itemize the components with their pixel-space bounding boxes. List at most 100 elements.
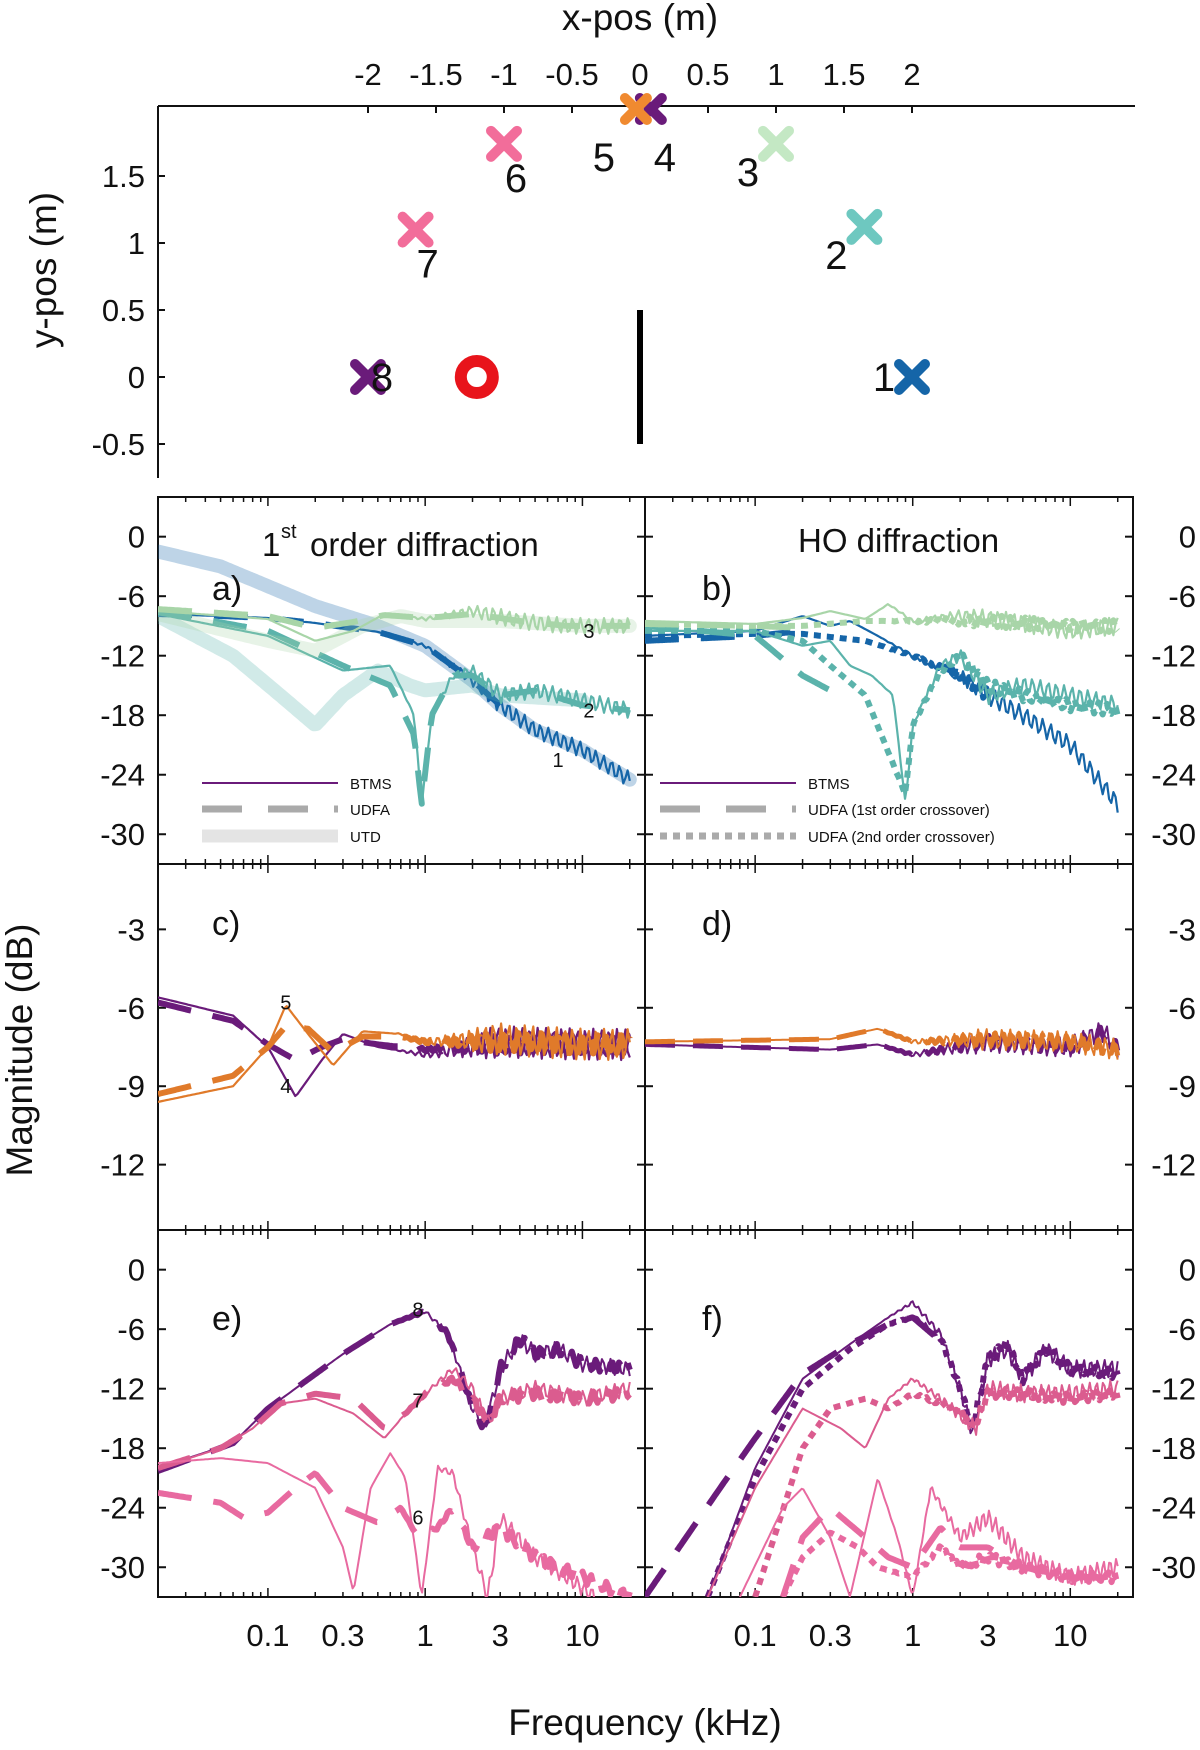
curve-udfa-2nd [704,1314,1121,1597]
x-tick-label: 1 [904,1618,921,1653]
y-tick-label-right: -6 [1168,991,1196,1026]
source-marker [454,355,499,399]
curve-btms [158,1367,631,1470]
legend-panel-b: BTMS UDFA (1st order crossover) UDFA (2n… [660,776,995,846]
x-tick-label: 10 [1053,1618,1087,1653]
y-tick-label-left: -12 [100,639,145,674]
curve-udfa [158,1023,633,1097]
receiver-markers: 1 2 3 45 6 7 8 [350,93,930,400]
y-tick-label-left: -24 [100,758,145,793]
y-tick-label-left: 0 [128,1253,145,1288]
y-tick-label-left: -18 [100,698,145,733]
curve-label-4: 4 [280,1076,291,1098]
panel-a-title-prefix: 1 [262,526,280,563]
y-tick-label-left: -24 [100,1491,145,1526]
receiver-2-marker [846,208,883,245]
panel-b-title: HO diffraction [798,522,999,559]
panel-ticks: 0 0 -6 -6 -12 -12 -18 -18 -24 -24 -30 -30 -3 -3 -6 -6 -9… [100,497,1196,1653]
y-tick-label-right: -12 [1151,1148,1196,1183]
curve-btms [645,629,1119,800]
receiver-6-label: 6 [505,157,527,201]
y-tick-label-right: -12 [1151,639,1196,674]
geometry-y-tick-label: 0.5 [102,293,145,328]
geometry-x-tick-label: 1 [767,57,784,92]
y-tick-label-right: -6 [1168,579,1196,614]
y-tick-label-right: 0 [1179,520,1196,555]
curve-number-labels: 3 2 1 5 4 8 7 6 [280,621,594,1530]
curve-btms [706,1300,1119,1597]
curve-btms-ho [645,1027,1119,1060]
curve-udfa-2nd [752,1385,1121,1597]
x-tick-label: 0.1 [246,1618,289,1653]
curve-udfa [158,1470,633,1597]
receiver-7-marker [397,211,434,248]
geometry-y-tick-label: -0.5 [92,427,145,462]
legend-a-btms: BTMS [350,776,392,793]
curve-label-5: 5 [280,993,291,1015]
magnitude-y-axis-title: Magnitude (dB) [0,924,40,1177]
receiver-8-label: 8 [371,356,393,400]
geometry-y-axis-title: y-pos (m) [23,192,64,348]
curve-udfa [158,999,633,1063]
curves [158,544,1121,1597]
curve-label-1: 1 [553,750,564,772]
y-tick-label-right: -30 [1151,1550,1196,1585]
geometry-y-ticks: 1.5 1 0.5 0 -0.5 [92,159,165,462]
geometry-x-tick-label: -1.5 [409,57,462,92]
geometry-y-tick-label: 1 [128,226,145,261]
y-tick-label-right: -30 [1151,817,1196,852]
y-tick-label-right: -3 [1168,912,1196,947]
legend-a-utd: UTD [350,829,381,846]
receiver-8-marker [350,359,386,395]
panel-frames [157,496,1134,1598]
geometry-x-tick-label: 2 [903,57,920,92]
y-tick-label-left: -9 [117,1069,145,1104]
x-tick-label: 0.1 [734,1618,777,1653]
x-tick-label: 0.3 [809,1618,852,1653]
panel-c-letter: c) [212,905,240,943]
curve-udfa-1st [780,1505,1120,1597]
y-tick-label-left: -12 [100,1148,145,1183]
receiver-1-label: 1 [873,356,895,400]
panel-f-letter: f) [702,1300,723,1338]
legend-a-udfa: UDFA [350,802,390,819]
geometry-y-tick-label: 1.5 [102,159,145,194]
legend-panel-a: BTMS UDFA UTD [202,776,392,846]
source-ring [454,355,499,399]
y-tick-label-left: -6 [117,579,145,614]
geometry-x-tick-label: 0 [631,57,648,92]
geometry-x-tick-label: -1 [490,57,518,92]
magnitude-panels: Magnitude (dB) Frequency (kHz) 0 0 -6 -6 -12… [0,496,1196,1743]
y-tick-label-right: -6 [1168,1312,1196,1347]
legend-b-udfa1: UDFA (1st order crossover) [808,802,990,819]
curve-udfa-1st [645,621,805,631]
curve-udfa-2nd [645,627,1121,797]
y-tick-label-right: -12 [1151,1372,1196,1407]
curve-btms-ho [645,1022,1119,1058]
receiver-7-label: 7 [416,243,438,287]
y-tick-label-right: -24 [1151,758,1196,793]
panel-d-letter: d) [702,905,732,943]
y-tick-label-right: 0 [1179,1253,1196,1288]
curve-udfa-1st [645,622,833,694]
receiver-6-marker [486,125,522,162]
y-tick-label-left: -30 [100,817,145,852]
legend-b-udfa2: UDFA (2nd order crossover) [808,829,995,846]
panel-a-title-sup: st [281,521,297,543]
y-tick-label-right: -18 [1151,1431,1196,1466]
curve-label-3: 3 [583,621,594,643]
y-tick-label-left: -30 [100,1550,145,1585]
x-tick-label: 3 [979,1618,996,1653]
geometry-y-tick-label: 0 [128,360,145,395]
receiver-3-marker [758,125,794,162]
y-tick-label-right: -24 [1151,1491,1196,1526]
curve-udfa-2nd [780,1529,1121,1597]
y-tick-label-left: -6 [117,991,145,1026]
y-tick-label-left: -6 [117,1312,145,1347]
geometry-x-tick-label: 0.5 [686,57,729,92]
geometry-x-tick-label: 1.5 [822,57,865,92]
panel-b-letter: b) [702,570,732,608]
y-tick-label-left: -18 [100,1431,145,1466]
frequency-x-axis-title: Frequency (kHz) [508,1702,781,1743]
